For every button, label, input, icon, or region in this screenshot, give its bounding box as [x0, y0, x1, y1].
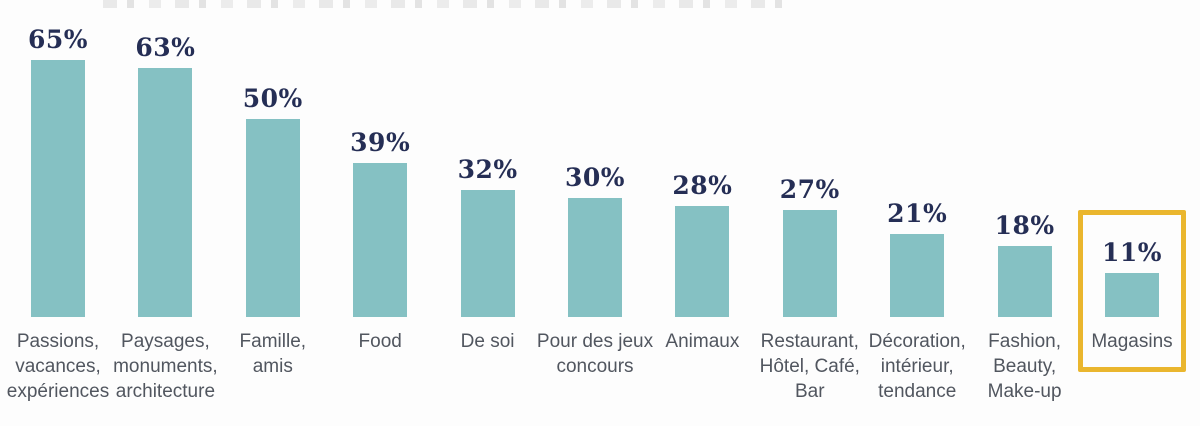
bar-category-label: Restaurant, Hôtel, Café, Bar	[759, 331, 860, 403]
bar-group: 27% Restaurant, Hôtel, Café, Bar	[750, 0, 870, 426]
bar-group: 32% De soi	[428, 0, 548, 426]
bar	[138, 68, 193, 317]
bar	[568, 198, 622, 317]
bar-group: 28% Animaux	[642, 0, 762, 426]
bar-category-label: Passions, vacances, expériences	[6, 331, 110, 403]
bar-value-label: 28%	[672, 171, 733, 200]
bar-category-label: De soi	[460, 331, 515, 352]
bar-value-label: 27%	[779, 175, 840, 204]
bar-value-label: 50%	[242, 84, 303, 113]
bar-value-label: 65%	[27, 25, 89, 54]
bar-value-label: 11%	[1101, 238, 1163, 267]
bar-category-label: Food	[358, 331, 402, 352]
bar-category-label: Fashion, Beauty, Make-up	[987, 331, 1062, 403]
bar-category-label: Paysages, monuments, architecture	[113, 331, 218, 403]
bar-group: 18% Fashion, Beauty, Make-up	[965, 0, 1085, 426]
bar-group: 30% Pour des jeux concours	[535, 0, 655, 426]
bar-category-label: Animaux	[665, 331, 740, 352]
bar-category-label: Magasins	[1091, 331, 1173, 352]
bar-category-label: Pour des jeux concours	[536, 331, 654, 378]
bar-group: 21% Décoration, intérieur, tendance	[857, 0, 977, 426]
bar-category-label: Décoration, intérieur, tendance	[868, 331, 966, 403]
bar	[782, 210, 837, 317]
bar-group: 63% Paysages, monuments, architecture	[105, 0, 225, 426]
bar-value-label: 39%	[350, 128, 411, 157]
bar	[997, 246, 1052, 317]
bar-value-label: 32%	[457, 155, 518, 184]
bar-value-label: 63%	[135, 33, 196, 62]
bar	[245, 119, 300, 317]
bar-group: 39% Food	[320, 0, 440, 426]
bar	[890, 234, 945, 317]
bar-value-label: 18%	[994, 211, 1055, 240]
cropped-title-remnant	[103, 0, 793, 8]
bar	[460, 190, 515, 317]
bar	[353, 163, 408, 317]
bar-value-label: 30%	[564, 163, 626, 192]
bar	[31, 60, 85, 317]
bar-group: 65% Passions, vacances, expériences	[0, 0, 118, 426]
bar-category-label: Famille, amis	[239, 331, 307, 378]
bar	[675, 206, 730, 317]
bar-group: 11% Magasins	[1072, 0, 1192, 426]
bar-value-label: 21%	[887, 199, 948, 228]
bar	[1105, 273, 1159, 317]
bar-group: 50% Famille, amis	[213, 0, 333, 426]
